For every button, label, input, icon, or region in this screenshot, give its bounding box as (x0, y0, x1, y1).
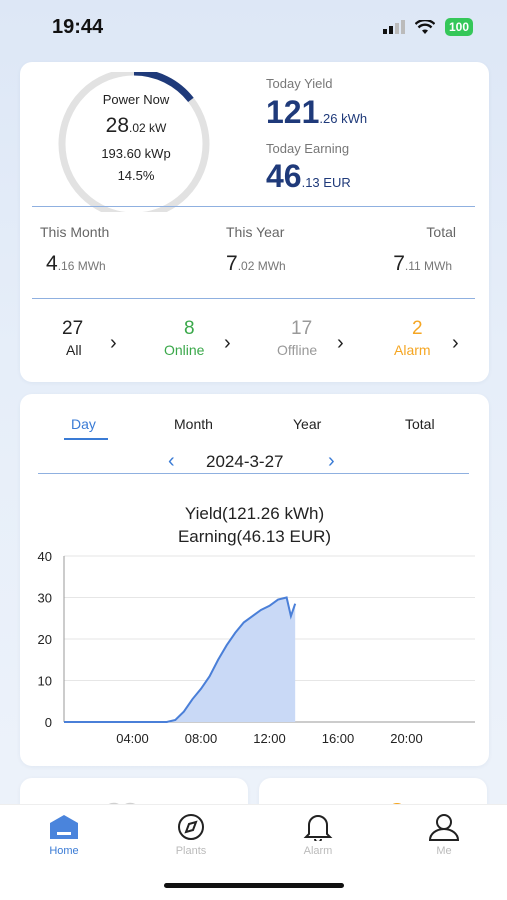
stat-value: 7.02 MWh (226, 252, 286, 275)
y-tick-label: 30 (38, 591, 52, 606)
period-tabs: Day Month Year Total (20, 416, 489, 446)
device-label: All (66, 342, 82, 358)
y-tick-label: 0 (45, 715, 52, 730)
divider (32, 206, 475, 207)
device-label: Alarm (394, 342, 431, 358)
battery-icon: 100 (444, 18, 473, 36)
power-gauge-text: Power Now 28.02 kW 193.60 kWp 14.5% (58, 62, 214, 212)
yield-area (64, 597, 296, 722)
tab-total[interactable]: Total (405, 416, 435, 432)
power-gauge-arc (133, 72, 194, 103)
power-now-label: Power Now (102, 92, 170, 107)
date-divider (38, 473, 469, 474)
stat-this-year[interactable]: This Year 7.02 MWh (226, 224, 286, 276)
tab-me[interactable]: Me (404, 813, 484, 857)
x-tick-label: 16:00 (322, 731, 355, 746)
chevron-right-icon[interactable]: › (328, 450, 335, 472)
chevron-right-icon: › (337, 332, 344, 354)
tab-year[interactable]: Year (293, 416, 322, 432)
overview-card: Power Now 28.02 kW 193.60 kWp 14.5% Toda… (20, 62, 489, 382)
status-bar: 19:44 100 (0, 0, 507, 56)
stat-label: Total (426, 224, 456, 240)
x-tick-label: 08:00 (185, 731, 218, 746)
chevron-right-icon: › (452, 332, 459, 354)
tab-month[interactable]: Month (174, 416, 213, 432)
x-tick-label: 20:00 (390, 731, 423, 746)
tab-label: Me (436, 845, 452, 857)
yield-chart-card: Day Month Year Total ‹ 2024-3-27 › Yield… (20, 394, 489, 766)
compass-icon (178, 814, 204, 840)
signal-icon (382, 20, 405, 34)
device-online[interactable]: 8 Online › (164, 318, 264, 358)
tab-label: Home (49, 845, 79, 857)
today-yield-label: Today Yield (266, 76, 333, 91)
tab-label: Alarm (303, 845, 333, 857)
home-icon (50, 815, 78, 839)
tab-alarm[interactable]: Alarm (278, 813, 358, 857)
date-value[interactable]: 2024-3-27 (206, 452, 284, 471)
today-earning-value: 46.13 EUR (266, 158, 351, 194)
device-all[interactable]: 27 All › (62, 318, 162, 358)
chevron-left-icon[interactable]: ‹ (168, 450, 175, 472)
yield-line (64, 596, 297, 723)
today-yield-value: 121.26 kWh (266, 94, 368, 130)
device-label: Online (164, 342, 205, 358)
stat-this-month[interactable]: This Month 4.16 MWh (40, 224, 109, 276)
capacity-value: 193.60 kWp (101, 146, 171, 161)
device-count: 17 (291, 318, 313, 339)
status-icons: 100 (382, 18, 473, 36)
chart-title: Yield(121.26 kWh) Earning(46.13 EUR) (20, 502, 489, 548)
device-count: 27 (62, 318, 84, 339)
device-count: 2 (412, 318, 423, 339)
date-selector: ‹ 2024-3-27 › (20, 450, 489, 476)
x-tick-label: 12:00 (253, 731, 286, 746)
stat-total[interactable]: Total 7.11 MWh (393, 224, 456, 276)
stat-value: 7.11 MWh (393, 252, 452, 275)
y-tick-label: 20 (38, 632, 52, 647)
x-tick-label: 04:00 (116, 731, 149, 746)
tab-label: Plants (175, 845, 207, 857)
tab-day[interactable]: Day (71, 416, 96, 432)
status-time: 19:44 (52, 16, 104, 38)
stat-label: This Year (226, 224, 285, 240)
tab-home[interactable]: Home (24, 813, 104, 857)
person-icon (428, 814, 460, 841)
home-indicator (164, 883, 344, 888)
stat-value: 4.16 MWh (46, 252, 106, 275)
chart-title-yield: Yield(121.26 kWh) (184, 504, 325, 523)
chart-title-earning: Earning(46.13 EUR) (177, 527, 332, 546)
device-alarm[interactable]: 2 Alarm › (394, 318, 494, 358)
today-earning-label: Today Earning (266, 141, 350, 156)
device-offline[interactable]: 17 Offline › (277, 318, 377, 358)
chevron-right-icon: › (110, 332, 117, 354)
power-gauge (58, 72, 210, 212)
device-count: 8 (184, 318, 195, 339)
y-tick-label: 10 (38, 674, 52, 689)
tab-plants[interactable]: Plants (151, 813, 231, 857)
device-label: Offline (277, 342, 318, 358)
divider (32, 298, 475, 299)
active-tab-indicator (64, 438, 108, 440)
yield-chart: 0 10 20 30 40 04:00 08:00 12:00 16:00 20:00 (38, 549, 475, 746)
power-now-value: 28.02 kW (105, 114, 167, 137)
stat-label: This Month (40, 224, 110, 240)
ratio-value: 14.5% (117, 168, 155, 183)
chevron-right-icon: › (224, 332, 231, 354)
y-tick-label: 40 (38, 549, 52, 564)
bell-icon (303, 815, 333, 841)
wifi-icon (414, 19, 435, 34)
